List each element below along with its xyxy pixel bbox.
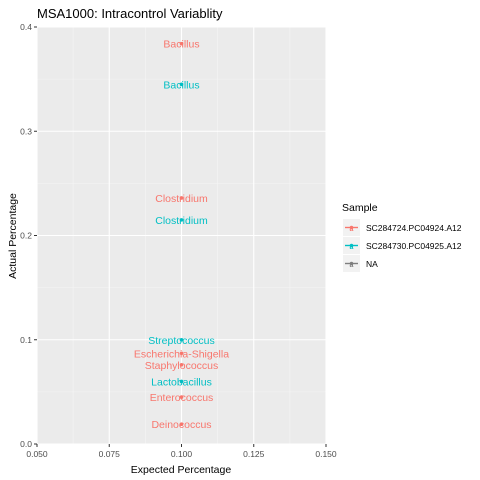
point-label: Streptococcus	[148, 335, 215, 347]
x-tick-label: 0.075	[99, 449, 121, 459]
data-point	[179, 82, 184, 87]
data-point	[179, 351, 184, 356]
legend-entry-label: NA	[366, 259, 378, 269]
legend-entry-label: SC284724.PC04924.A12	[366, 223, 462, 233]
y-axis-title: Actual Percentage	[7, 193, 19, 279]
legend-entries: a SC284724.PC04924.A12 a SC284730.PC04925.A…	[343, 219, 462, 272]
y-tick-label: 0.4	[20, 22, 32, 32]
x-tick-label: 0.150	[315, 449, 337, 459]
data-point	[179, 362, 184, 367]
y-tick-label: 0.0	[20, 439, 32, 449]
data-point	[179, 379, 184, 384]
data-points	[179, 41, 184, 426]
legend-title: Sample	[342, 202, 378, 214]
x-axis-title: Expected Percentage	[131, 464, 232, 476]
legend-key-glyph: a	[350, 226, 354, 233]
data-point	[179, 395, 184, 399]
legend-key-point	[349, 243, 354, 248]
chart-title: MSA1000: Intracontrol Variablity	[37, 6, 223, 21]
legend-key-point	[349, 261, 354, 266]
point-label: Escherichia-Shigella	[134, 348, 229, 360]
y-tick-label: 0.1	[20, 335, 32, 345]
point-label: Lactobacillus	[151, 376, 212, 388]
point-label: Enterococcus	[150, 392, 214, 404]
y-axis: 0.0 0.1 0.2 0.3 0.4	[20, 22, 37, 449]
point-label: Staphylococcus	[145, 360, 219, 372]
legend-entry-label: SC284730.PC04925.A12	[366, 241, 462, 251]
data-point	[179, 218, 184, 222]
point-label: Clostridium	[155, 193, 208, 205]
x-tick-label: 0.050	[26, 449, 48, 459]
y-tick-label: 0.2	[20, 231, 32, 241]
y-tick-label: 0.3	[20, 126, 32, 136]
legend-key-point	[349, 225, 354, 230]
legend-key-glyph: a	[350, 244, 354, 251]
x-tick-label: 0.100	[171, 449, 193, 459]
point-label: Clostridium	[155, 215, 208, 227]
data-point	[179, 422, 184, 426]
x-tick-label: 0.125	[243, 449, 265, 459]
data-point	[179, 196, 184, 200]
data-point	[179, 41, 184, 46]
point-label: Bacillus	[163, 39, 199, 51]
point-label: Bacillus	[163, 79, 199, 91]
data-point	[179, 337, 184, 342]
x-axis: 0.050 0.075 0.100 0.125 0.150	[26, 444, 337, 459]
legend-key-glyph: a	[350, 262, 354, 269]
point-label: Deinococcus	[151, 419, 211, 431]
point-labels: Bacillus Clostridium Escherichia-ShigellaS…	[134, 39, 229, 432]
legend: Sample a SC284724.PC04924.A12 a SC284730.PC…	[342, 202, 462, 272]
